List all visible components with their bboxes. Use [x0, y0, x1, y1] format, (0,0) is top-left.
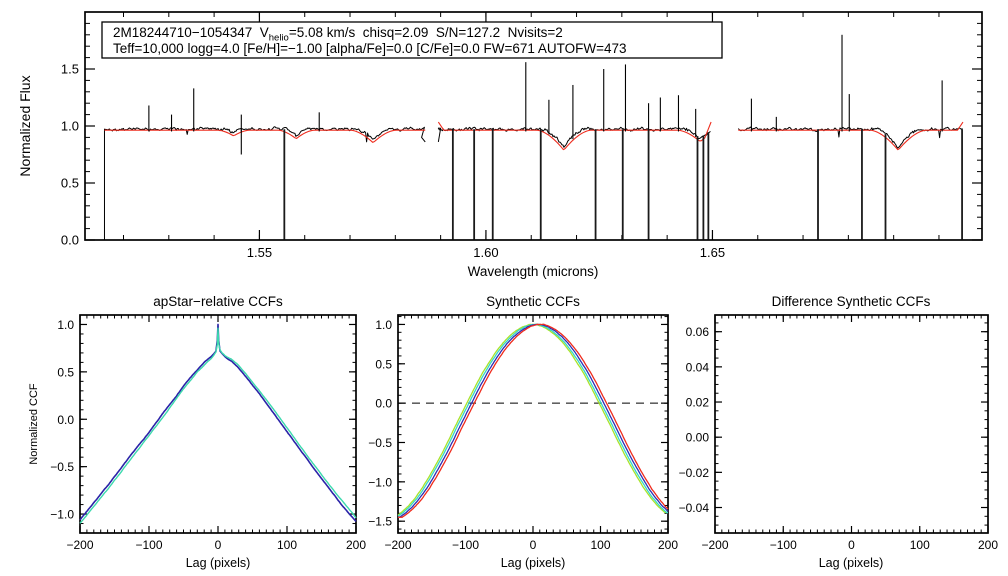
tick-label: 0.0	[57, 413, 74, 427]
tick-label: −200	[66, 538, 93, 552]
tick-label: 0	[848, 538, 855, 552]
difference-ccf-title: Difference Synthetic CCFs	[772, 294, 931, 309]
apstar-ccf-axes: −200 −100 0 100 200 −1.0 −0.5 0.0 0.5 1.0	[50, 314, 366, 552]
tick-label: 200	[346, 538, 366, 552]
apstar-ccf-series	[79, 323, 357, 524]
synthetic-ccf-title: Synthetic CCFs	[486, 294, 580, 309]
annotation-line1-subscript: helio	[269, 33, 289, 44]
ccf-blue	[397, 323, 669, 518]
tick-label: 100	[590, 538, 610, 552]
axis-frame	[84, 11, 983, 241]
synthetic-ccf-series	[397, 323, 669, 519]
spectrum-ylabel: Normalized Flux	[17, 75, 33, 176]
apstar-ccf-ylabel: Normalized CCF	[28, 383, 40, 465]
tick-label: −100	[452, 538, 479, 552]
ccf-cyan	[79, 327, 357, 524]
tick-label: −0.02	[679, 466, 710, 480]
tick-label: 0	[215, 538, 222, 552]
model-spectrum-line	[104, 129, 426, 143]
spectrum-axes: 1.55 1.60 1.65 0.0 0.5 1.0 1.5	[61, 11, 983, 260]
tick-label: 0.0	[61, 233, 79, 248]
tick-label: −1.0	[50, 508, 74, 522]
labels-layer: Normalized Flux Wavelength (microns) 2M1…	[17, 21, 931, 570]
model-spectrum-line	[437, 121, 712, 151]
axis-frame	[397, 314, 669, 534]
tick-label: −0.5	[50, 460, 74, 474]
annotation-line1-suffix: =5.08 km/s chisq=2.09 S/N=127.2 Nvisits=…	[289, 25, 563, 40]
apstar-ccf-xlabel: Lag (pixels)	[186, 556, 251, 570]
tick-label: 0.5	[61, 176, 79, 191]
tick-label: 1.65	[700, 245, 725, 260]
tick-label: 1.55	[247, 245, 272, 260]
tick-label: 0.0	[375, 397, 392, 411]
difference-ccf-xlabel: Lag (pixels)	[819, 556, 884, 570]
axis-frame	[714, 314, 989, 534]
tick-label: −100	[135, 538, 162, 552]
tick-label: −100	[770, 538, 797, 552]
data-layer	[79, 34, 964, 524]
tick-label: 0.00	[686, 431, 710, 445]
tick-label: −1.0	[368, 475, 392, 489]
tick-label: 100	[277, 538, 297, 552]
tick-label: −1.5	[368, 515, 392, 529]
tick-label: 0.04	[686, 360, 710, 374]
spectrum-series	[103, 34, 964, 240]
tick-label: 0.06	[686, 325, 710, 339]
model-spectrum-line	[738, 121, 964, 151]
tick-label: −0.04	[679, 501, 710, 515]
axis-frame	[79, 314, 357, 534]
tick-label: 1.60	[473, 245, 498, 260]
apstar-ccf-title: apStar−relative CCFs	[153, 294, 283, 309]
tick-label: 1.0	[61, 119, 79, 134]
tick-label: 0.02	[686, 396, 710, 410]
annotation-line1: 2M18244710−1054347 Vhelio=5.08 km/s chis…	[113, 25, 563, 44]
ccf-green	[397, 323, 669, 516]
difference-ccf-axes: −200 −100 0 100 200 −0.04 −0.02 0.00 0.02 0.04 0.0…	[679, 314, 998, 552]
ccf-navy	[79, 323, 357, 522]
tick-label: 1.0	[57, 318, 74, 332]
tick-label: 0	[530, 538, 537, 552]
annotation-line2: Teff=10,000 logg=4.0 [Fe/H]=−1.00 [alpha…	[113, 41, 627, 56]
annotation-line1-prefix: 2M18244710−1054347 V	[113, 25, 269, 40]
annotation-box	[101, 21, 723, 59]
tick-label: −200	[384, 538, 411, 552]
tick-label: 1.0	[375, 318, 392, 332]
axes-layer: 1.55 1.60 1.650.00.51.01.5−200 −100 0 100 200−…	[50, 11, 998, 552]
ccf-cyan	[397, 323, 669, 517]
tick-label: −200	[701, 538, 728, 552]
synthetic-ccf-xlabel: Lag (pixels)	[501, 556, 566, 570]
tick-label: 0.5	[57, 365, 74, 379]
tick-label: 1.5	[61, 62, 79, 77]
ccf-red	[397, 323, 669, 519]
tick-label: 0.5	[375, 357, 392, 371]
tick-label: −0.5	[368, 436, 392, 450]
tick-label: 200	[978, 538, 998, 552]
tick-label: 100	[910, 538, 930, 552]
spectrum-xlabel: Wavelength (microns)	[468, 264, 599, 279]
synthetic-ccf-axes: −200 −100 0 100 200 −1.5 −1.0 −0.5 0.0 0.5 1.0	[368, 314, 678, 552]
spectrum-flux-line	[103, 126, 426, 240]
tick-label: 200	[658, 538, 678, 552]
